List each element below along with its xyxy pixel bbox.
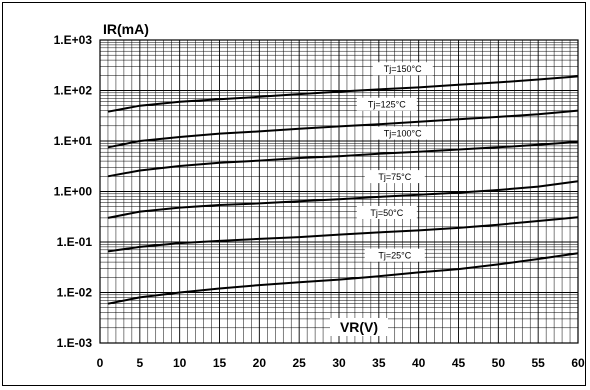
y-tick-label: 1.E+03: [54, 33, 93, 47]
curve-label-background: [356, 205, 417, 219]
y-axis-label: IR(mA): [103, 21, 149, 37]
plot-area-border: [99, 39, 579, 344]
x-tick-label: 50: [492, 356, 506, 370]
curve-label: Tj=75°C: [378, 172, 411, 182]
curve-label: Tj=150°C: [384, 64, 422, 74]
curve-2: [107, 109, 579, 149]
curve-4: [107, 180, 579, 219]
curve-label-background: [356, 97, 417, 111]
y-tick-label: 1.E-02: [57, 286, 93, 300]
curve-label: Tj=50°C: [370, 208, 403, 218]
x-tick-label: 55: [531, 356, 545, 370]
x-tick-label: 35: [372, 356, 386, 370]
curve-label-background: [364, 170, 425, 184]
x-axis-label-background: [330, 318, 388, 336]
curve-1: [107, 75, 579, 113]
curve-label: Tj=125°C: [368, 100, 406, 110]
curve-label: Tj=100°C: [384, 129, 422, 139]
x-tick-label: 20: [253, 356, 267, 370]
x-tick-label: 45: [452, 356, 466, 370]
x-axis-label: VR(V): [340, 319, 378, 335]
curve-6: [107, 252, 579, 305]
curve-label-background: [372, 62, 433, 76]
x-tick-label: 25: [292, 356, 306, 370]
x-tick-label: 10: [173, 356, 187, 370]
curve-5: [107, 216, 579, 253]
y-tick-label: 1.E+01: [54, 134, 93, 148]
y-tick-label: 1.E-03: [57, 336, 93, 350]
y-tick-label: 1.E+02: [54, 84, 93, 98]
y-tick-label: 1.E-01: [57, 235, 93, 249]
curve-label-background: [372, 126, 433, 140]
x-tick-label: 5: [136, 356, 143, 370]
curve-label: Tj=25°C: [378, 251, 411, 261]
x-tick-label: 0: [97, 356, 104, 370]
x-tick-label: 30: [332, 356, 346, 370]
x-tick-label: 15: [213, 356, 227, 370]
curve-3: [107, 140, 579, 178]
x-tick-label: 40: [412, 356, 426, 370]
x-tick-label: 60: [571, 356, 585, 370]
y-tick-label: 1.E+00: [54, 185, 93, 199]
curve-label-background: [364, 248, 425, 262]
